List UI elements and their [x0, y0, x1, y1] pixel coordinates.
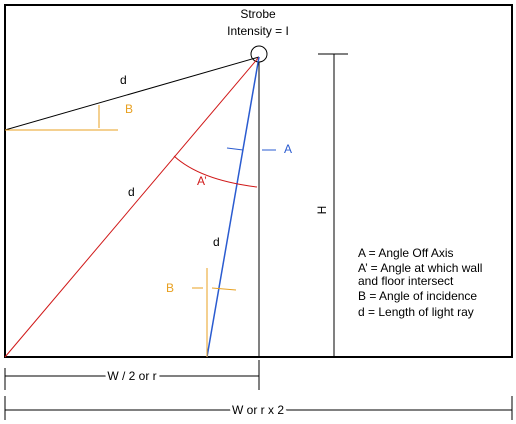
legend-line: and floor intersect [358, 274, 454, 288]
ray-wall [4, 56, 260, 131]
angle-b-bottom [192, 287, 237, 291]
legend-line: B = Angle of incidence [358, 289, 477, 303]
label-b: B [125, 102, 133, 116]
label-b: B [166, 281, 174, 295]
full-width-label: W or r x 2 [232, 403, 284, 417]
label-a: A [284, 142, 292, 156]
ray-corner [4, 56, 260, 358]
legend-line: A = Angle Off Axis [358, 246, 454, 260]
source-subtitle: Intensity = I [227, 24, 289, 38]
angle-a [226, 147, 276, 151]
label-d: d [128, 185, 135, 199]
ray-floor [206, 56, 260, 358]
label-d: d [120, 73, 127, 87]
full-width-dimension [4, 396, 513, 420]
half-width-label: W / 2 or r [107, 369, 156, 383]
legend-line: A’ = Angle at which wall [358, 261, 482, 275]
legend-line: d = Length of light ray [358, 305, 474, 319]
half-width-dimension [4, 360, 260, 390]
source-title: Strobe [240, 7, 276, 21]
label-a-prime: A’ [197, 174, 207, 188]
label-d: d [213, 235, 220, 249]
h-dimension [318, 53, 348, 358]
label-h: H [315, 206, 329, 215]
angle-a-prime [173, 155, 258, 188]
